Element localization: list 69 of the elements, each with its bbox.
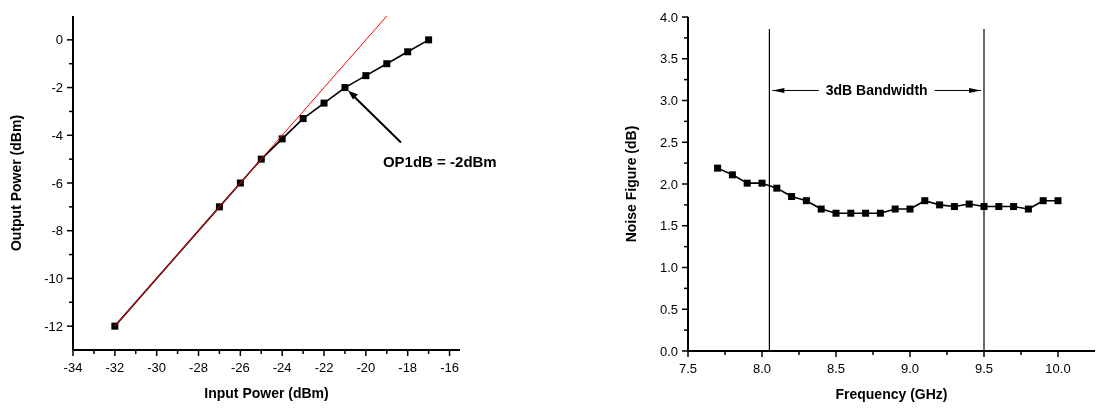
x-tick-label: -26 (230, 360, 250, 375)
x-tick-label: -24 (272, 360, 292, 375)
point (362, 72, 370, 80)
point (891, 205, 899, 213)
point (758, 179, 766, 187)
y-tick-label: 0 (55, 32, 63, 48)
y-tick-label: 2.5 (659, 134, 678, 150)
x-tick-label: -18 (398, 360, 418, 375)
point (320, 99, 328, 107)
point (950, 203, 958, 211)
point (936, 201, 944, 209)
point (965, 200, 973, 208)
x-tick-label: 9.5 (974, 361, 994, 376)
point (788, 193, 796, 201)
point (1054, 197, 1062, 205)
point (995, 203, 1003, 211)
point (714, 164, 722, 172)
point (404, 48, 412, 56)
point (832, 209, 840, 217)
point (847, 209, 855, 217)
x-tick-label: 7.5 (678, 361, 698, 376)
annotation: 3dB Bandwidth (825, 82, 928, 99)
point (341, 84, 349, 92)
y-tick-label: -2 (51, 80, 63, 96)
x-tick-label: -22 (314, 360, 334, 375)
y-tick-label: 0.0 (659, 343, 678, 359)
point (743, 179, 751, 187)
y-tick-label: 3.0 (659, 93, 678, 108)
x-tick-label: 10.0 (1045, 361, 1071, 376)
point (876, 209, 884, 217)
point (1024, 205, 1032, 213)
y-tick-label: -6 (51, 175, 63, 191)
y-tick-label: 0.5 (659, 301, 678, 317)
x-tick-label: -20 (356, 360, 376, 375)
x-tick-label: -28 (189, 360, 208, 375)
y-axis-title: Noise Figure (dB) (623, 125, 639, 243)
y-tick-label: -10 (44, 270, 63, 286)
point (425, 36, 433, 44)
x-tick-label: 8.0 (752, 361, 772, 376)
x-tick-label: -32 (105, 360, 125, 375)
x-tick-label: -30 (147, 360, 167, 375)
point (980, 203, 988, 211)
x-tick-label: 9.0 (900, 361, 920, 376)
point (773, 184, 781, 192)
x-axis-title: Input Power (dBm) (204, 385, 329, 401)
point (921, 197, 929, 205)
y-tick-label: -8 (51, 223, 63, 239)
y-tick-label: -4 (51, 127, 63, 143)
y-axis-title: Output Power (dBm) (8, 114, 24, 252)
point (383, 60, 391, 68)
x-tick-label: -16 (440, 360, 459, 375)
y-tick-label: 1.5 (659, 218, 678, 234)
point (817, 205, 825, 213)
x-tick-label: -34 (63, 360, 83, 375)
x-axis-title: Frequency (GHz) (835, 386, 948, 402)
point (802, 197, 810, 205)
y-tick-label: 3.5 (659, 51, 678, 67)
point (862, 209, 870, 217)
annotation: OP1dB = -2dBm (382, 152, 497, 170)
point (1039, 197, 1047, 205)
y-tick-label: 4.0 (659, 9, 678, 25)
point (728, 171, 736, 179)
y-tick-label: 1.0 (659, 260, 678, 275)
x-tick-label: 8.5 (826, 361, 846, 376)
y-tick-label: -12 (44, 318, 63, 334)
point (906, 205, 914, 213)
point (299, 115, 307, 123)
y-tick-label: 2.0 (659, 176, 678, 192)
point (1010, 203, 1018, 211)
